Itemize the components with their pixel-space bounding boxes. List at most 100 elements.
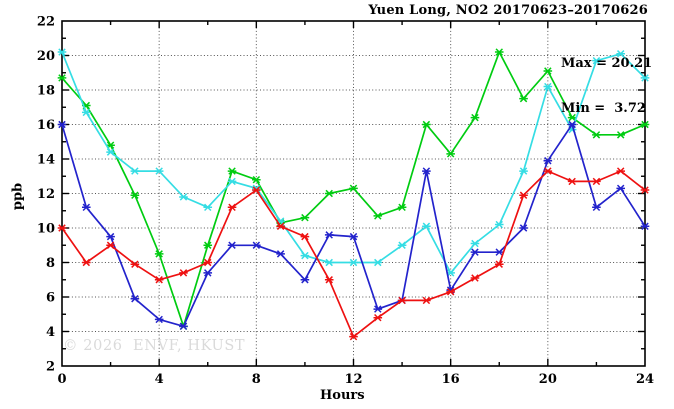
blue-series-marker <box>422 167 431 175</box>
x-tick-label: 20 <box>539 372 557 387</box>
red-series-marker <box>494 260 504 268</box>
cyan-series-marker <box>592 56 601 65</box>
y-axis-label: ppb <box>10 182 26 211</box>
blue-series-marker <box>300 276 310 284</box>
y-tick-label: 6 <box>46 291 55 306</box>
x-tick-label: 0 <box>57 372 66 387</box>
green-series-marker <box>154 250 164 258</box>
green-series-marker <box>519 94 528 103</box>
green-series-marker <box>567 113 577 122</box>
green-series-marker <box>592 131 601 139</box>
x-tick-label: 4 <box>155 372 164 387</box>
green-series-marker <box>470 113 480 122</box>
green-series-marker <box>252 175 261 184</box>
cyan-series-marker <box>227 177 237 186</box>
x-axis-label: Hours <box>320 388 365 403</box>
blue-series-marker <box>106 232 115 241</box>
cyan-series-marker <box>494 220 504 229</box>
watermark: © 2026 ENVF, HKUST <box>63 338 246 354</box>
cyan-series-marker <box>519 167 528 175</box>
red-series-marker <box>470 274 480 282</box>
cyan-series-marker <box>543 82 553 91</box>
red-series-marker <box>179 269 188 277</box>
blue-series-marker <box>203 269 213 277</box>
red-series-marker <box>519 191 528 199</box>
green-series-marker <box>446 150 455 158</box>
red-series-marker <box>397 296 407 305</box>
blue-series-line <box>61 123 646 328</box>
red-series-marker <box>592 177 601 186</box>
red-series-marker <box>616 167 626 175</box>
cyan-series-marker <box>203 203 213 212</box>
cyan-series-marker <box>300 251 310 260</box>
red-series-marker <box>81 258 91 267</box>
blue-series-marker <box>494 248 504 256</box>
y-tick-label: 22 <box>37 15 55 30</box>
red-series-marker <box>422 296 431 305</box>
red-series-marker <box>154 276 164 284</box>
green-series-marker <box>616 131 626 139</box>
y-tick-label: 18 <box>37 84 55 99</box>
x-tick-label: 12 <box>344 372 362 387</box>
blue-series-marker <box>227 241 237 249</box>
cyan-series-marker <box>422 222 431 231</box>
red-series-marker <box>130 260 140 268</box>
blue-series-marker <box>57 120 67 129</box>
chart-title: Yuen Long, NO2 20170623–20170626 <box>368 3 648 18</box>
blue-series-marker <box>324 231 334 239</box>
red-series-marker <box>57 224 67 232</box>
cyan-series-marker <box>57 48 67 56</box>
red-series-marker <box>640 186 650 194</box>
blue-series-marker <box>154 315 164 324</box>
blue-series-marker <box>81 203 91 212</box>
blue-series-marker <box>349 232 358 241</box>
red-series-marker <box>446 288 455 296</box>
cyan-series-marker <box>470 239 480 248</box>
cyan-series-marker <box>397 241 407 249</box>
cyan-series-marker <box>106 148 115 156</box>
blue-series-marker <box>470 248 480 256</box>
green-series-marker <box>130 191 140 199</box>
blue-series-marker <box>616 184 626 193</box>
y-tick-label: 4 <box>46 325 55 340</box>
blue-series-marker <box>567 120 577 129</box>
cyan-series-marker <box>640 74 650 82</box>
red-series-marker <box>543 167 553 175</box>
red-series-marker <box>252 186 261 194</box>
red-series-marker <box>349 332 358 341</box>
y-tick-label: 20 <box>37 49 55 64</box>
blue-series-marker <box>252 241 261 249</box>
y-tick-label: 8 <box>46 256 55 271</box>
blue-series-marker <box>543 156 553 165</box>
blue-series-marker <box>130 294 140 303</box>
y-tick-label: 12 <box>37 187 55 202</box>
x-tick-label: 8 <box>252 372 261 387</box>
min-value-label: Min = 3.72 <box>561 101 646 116</box>
x-tick-label: 24 <box>636 372 654 387</box>
red-series-marker <box>324 276 334 284</box>
green-series-marker <box>422 120 431 129</box>
red-series-marker <box>227 203 237 212</box>
x-tick-label: 16 <box>442 372 460 387</box>
cyan-series-marker <box>130 167 140 175</box>
blue-series-marker <box>640 222 650 231</box>
green-series-marker <box>494 48 504 56</box>
cyan-series-marker <box>373 258 383 267</box>
green-series-marker <box>543 67 553 75</box>
green-series-marker <box>227 167 237 175</box>
y-tick-label: 2 <box>46 360 55 375</box>
red-series-marker <box>300 232 310 241</box>
y-tick-label: 14 <box>37 153 55 168</box>
cyan-series-marker <box>324 258 334 267</box>
blue-series-marker <box>373 305 383 313</box>
blue-series-marker <box>179 322 188 331</box>
blue-series-marker <box>519 224 528 232</box>
y-tick-label: 16 <box>37 118 55 133</box>
red-series-marker <box>567 177 577 186</box>
green-series-marker <box>397 203 407 212</box>
cyan-series-marker <box>154 167 164 175</box>
green-series-marker <box>324 189 334 198</box>
red-series-marker <box>276 222 285 231</box>
